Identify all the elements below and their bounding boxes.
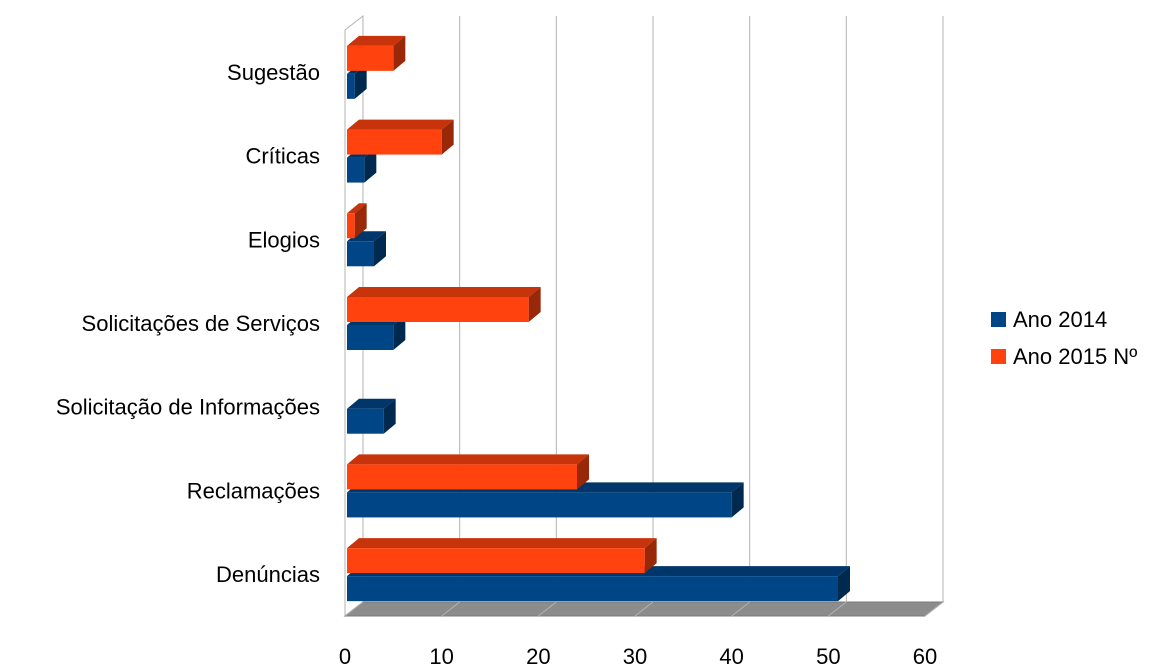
bar-top [347,35,406,46]
x-tick-label: 20 [526,644,550,667]
legend-swatch [991,312,1006,327]
legend-label: Ano 2015 Nº [1013,344,1137,369]
bar-side [577,454,589,490]
bar-side [374,231,386,267]
bar [347,492,732,518]
bar [347,464,577,490]
bar [347,325,394,350]
grid-line-floor [924,601,944,617]
bars [347,35,850,602]
grid-line-floor [538,601,557,617]
x-tick-label: 60 [913,644,937,667]
category-label: Elogios [248,227,320,252]
bar [347,548,645,574]
bar-side [528,287,541,322]
category-label: Denúncias [216,562,320,587]
bar-side [383,398,396,434]
bar-side [441,119,454,155]
bar-side [393,35,406,71]
bar-side [354,63,367,99]
category-label: Sugestão [227,60,320,85]
bar [347,408,384,434]
x-axis-tick-labels: 0 10 20 30 40 50 60 [339,644,937,669]
bar-top [347,538,657,549]
category-label: Reclamações [187,478,320,503]
bar-top [347,398,396,409]
bar-top [347,287,541,297]
legend-label: Ano 2014 [1013,307,1107,332]
x-tick-label: 50 [816,644,840,667]
grid-line-floor [634,601,654,617]
grid-line-floor [828,601,847,617]
x-tick-label: 10 [429,644,453,667]
bar [347,45,394,71]
bar-top [347,203,367,214]
bar-side [838,566,850,602]
bar-side [393,315,406,350]
grid-line-floor [344,601,364,617]
grid-line-floor [441,601,460,617]
bar [347,73,355,99]
bar [347,129,442,155]
category-label: Críticas [245,144,320,169]
x-tick-label: 0 [339,644,351,667]
bar [347,241,374,267]
x-tick-label: 40 [719,644,743,667]
category-label: Solicitação de Informações [56,395,320,420]
grid-line-floor [731,601,750,617]
bar-top [347,454,589,465]
bar [347,157,365,183]
x-tick-label: 30 [623,644,647,667]
category-label: Solicitações de Serviços [82,311,320,336]
category-labels: Denúncias Reclamações Solicitação de Infor… [56,60,320,587]
bar-side [731,482,744,518]
bar-side [364,147,377,183]
bar-side [644,538,657,574]
bar-top [347,119,454,130]
legend: Ano 2014 Ano 2015 Nº [991,307,1137,369]
bar [347,297,529,322]
bar-side [354,203,367,239]
legend-swatch [991,349,1006,364]
bar [347,576,838,602]
bar [347,213,355,239]
